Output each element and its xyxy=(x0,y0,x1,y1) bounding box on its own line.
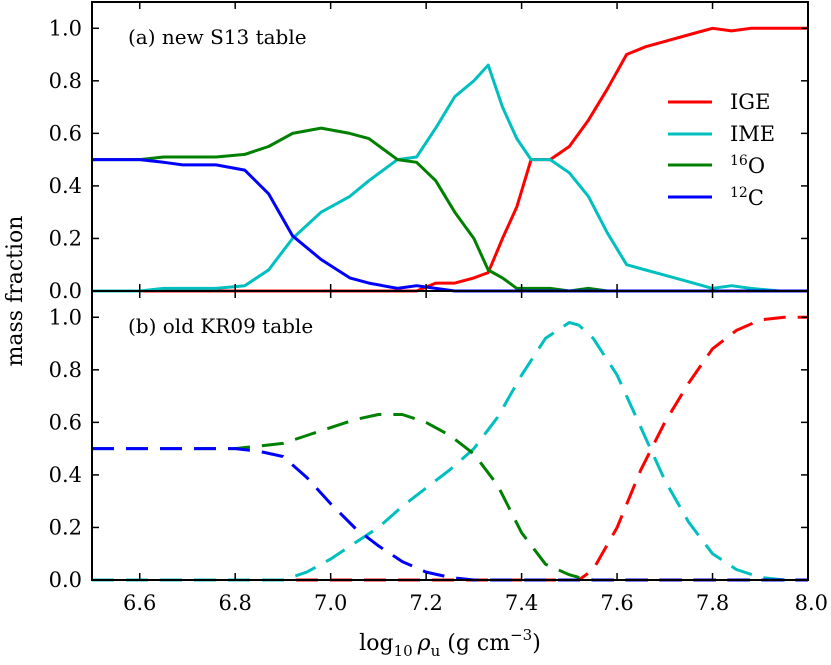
xtick-label-0: 6.6 xyxy=(123,591,156,615)
legend-c12-sup: 12 xyxy=(730,185,748,201)
legend-label-ime: IME xyxy=(730,122,775,146)
series-b-16o xyxy=(92,413,808,582)
xtick-label-1: 6.8 xyxy=(218,591,251,615)
xtick-label-4: 7.4 xyxy=(505,591,538,615)
panel-b-title: (b) old KR09 table xyxy=(128,314,313,338)
xlabel-units: (g cm xyxy=(447,631,510,656)
xtick-label-7: 8.0 xyxy=(795,591,828,615)
xtick-label-6: 7.8 xyxy=(696,591,729,615)
legend-label-ige: IGE xyxy=(730,90,770,114)
legend-label-c12: 12C xyxy=(730,185,764,210)
panel-b: 0.0 0.2 0.4 0.6 0.8 1.0 6.6 6.8 7.0 7.2 7.4 7.6 7.8… xyxy=(49,290,828,615)
xlabel-log: log xyxy=(359,631,393,656)
ytick-label-b-5: 1.0 xyxy=(49,305,82,329)
legend-o16-text: O xyxy=(748,154,765,178)
panel-a-title: (a) new S13 table xyxy=(128,25,307,49)
xlabel-log-sub: 10 xyxy=(394,642,413,660)
x-axis-label: log10 ρu (g cm−3) xyxy=(359,626,541,660)
panel-b-series xyxy=(92,315,808,582)
legend: IGE IME 16O 12C xyxy=(668,90,775,210)
ytick-label-a-1: 0.2 xyxy=(49,226,82,250)
ytick-label-a-3: 0.6 xyxy=(49,121,82,145)
ytick-label-b-2: 0.4 xyxy=(49,463,82,487)
xtick-label-2: 7.0 xyxy=(314,591,347,615)
xlabel-exp: −3 xyxy=(510,626,532,644)
ytick-label-a-0: 0.0 xyxy=(49,279,82,303)
ytick-label-b-1: 0.2 xyxy=(49,515,82,539)
xlabel-close: ) xyxy=(532,631,541,656)
panel-a-series xyxy=(92,26,808,293)
y-axis-label: mass fraction xyxy=(3,216,28,367)
panel-b-yticks: 0.0 0.2 0.4 0.6 0.8 1.0 xyxy=(49,305,808,592)
series-a-ime xyxy=(92,63,808,293)
ytick-label-b-3: 0.6 xyxy=(49,410,82,434)
ytick-label-a-5: 1.0 xyxy=(49,16,82,40)
panel-b-frame xyxy=(91,290,809,581)
xtick-label-5: 7.6 xyxy=(600,591,633,615)
ytick-label-b-4: 0.8 xyxy=(49,358,82,382)
xlabel-rho-sub: u xyxy=(431,642,441,660)
series-a-12c xyxy=(92,158,808,293)
series-b-ime xyxy=(92,321,808,582)
panel-a: 0.0 0.2 0.4 0.6 0.8 1.0 (a) new S13 table xyxy=(49,1,809,303)
ytick-label-b-0: 0.0 xyxy=(49,568,82,592)
xlabel-rho: ρ xyxy=(417,631,431,656)
xtick-label-3: 7.2 xyxy=(409,591,442,615)
legend-label-o16: 16O xyxy=(730,153,765,178)
legend-c12-text: C xyxy=(748,186,764,210)
panel-a-yticks: 0.0 0.2 0.4 0.6 0.8 1.0 xyxy=(49,16,808,303)
series-a-ige xyxy=(92,26,808,293)
panel-b-xticks: 6.6 6.8 7.0 7.2 7.4 7.6 7.8 8.0 xyxy=(123,291,828,615)
ytick-label-a-4: 0.8 xyxy=(49,69,82,93)
ytick-label-a-2: 0.4 xyxy=(49,174,82,198)
legend-o16-sup: 16 xyxy=(730,153,748,169)
series-a-16o xyxy=(92,126,808,293)
